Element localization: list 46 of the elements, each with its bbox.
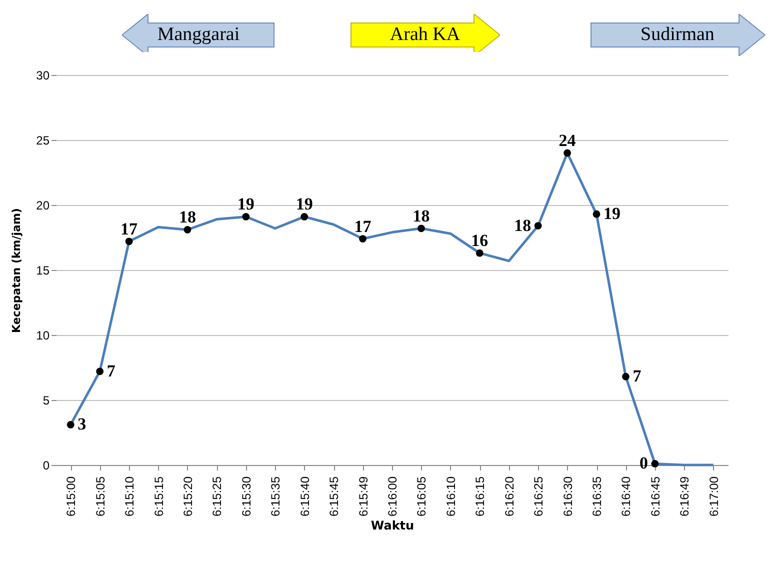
data-label: 7 xyxy=(632,366,642,386)
x-tick-label: 6:16:30 xyxy=(560,476,575,517)
data-label: 19 xyxy=(604,204,621,224)
x-tick-label: 6:16:20 xyxy=(502,476,516,517)
x-tick-label: 6:16:10 xyxy=(444,476,458,517)
x-tick-label: 6:16:40 xyxy=(619,476,634,517)
x-tick-label: 6:15:05 xyxy=(93,476,108,517)
y-tick-label: 0 xyxy=(42,458,50,472)
x-tick-label: 6:15:00 xyxy=(64,476,78,517)
y-tick-label: 25 xyxy=(36,134,50,148)
data-label: 3 xyxy=(78,414,86,434)
data-label: 0 xyxy=(639,454,648,473)
x-tick-label: 6:16:05 xyxy=(414,476,429,517)
y-tick-label: 30 xyxy=(36,68,50,82)
x-tick-label: 6:16:15 xyxy=(473,476,488,517)
x-tick-label: 6:16:00 xyxy=(386,476,400,517)
x-tick-label: 6:15:35 xyxy=(268,476,283,517)
data-label: 18 xyxy=(514,216,532,235)
x-tick-label: 6:15:49 xyxy=(356,476,370,517)
x-tick-label: 6:15:30 xyxy=(239,476,254,517)
data-label: 16 xyxy=(471,231,488,250)
y-tick-label: 15 xyxy=(36,264,50,278)
x-tick-label: 6:16:45 xyxy=(648,476,662,517)
data-label: 19 xyxy=(296,194,313,214)
y-tick-label: 5 xyxy=(42,394,50,408)
x-tick-label: 6:15:25 xyxy=(210,476,224,517)
x-tick-label: 6:16:35 xyxy=(590,476,604,517)
data-label: 19 xyxy=(237,194,254,214)
x-tick-label: 6:17:00 xyxy=(706,476,721,517)
data-label: 18 xyxy=(178,208,196,227)
x-tick-label: 6:15:20 xyxy=(180,476,195,517)
y-tick-label: 20 xyxy=(36,198,50,212)
x-tick-label: 6:15:45 xyxy=(327,476,342,517)
y-axis-title: Kecepatan (km/jam) xyxy=(10,208,24,333)
data-label: 17 xyxy=(120,219,138,238)
data-label: 17 xyxy=(354,216,372,236)
data-label: 7 xyxy=(106,361,116,380)
x-tick-label: 6:15:40 xyxy=(298,476,312,517)
x-tick-label: 6:15:15 xyxy=(152,476,166,517)
data-label: 24 xyxy=(558,131,576,150)
x-tick-label: 6:16:49 xyxy=(678,476,692,517)
x-axis-title: Waktu xyxy=(370,518,414,533)
data-label: 18 xyxy=(412,206,430,226)
x-tick-label: 6:16:25 xyxy=(532,476,546,517)
x-tick-label: 6:15:10 xyxy=(122,476,137,517)
y-tick-label: 10 xyxy=(36,328,50,342)
